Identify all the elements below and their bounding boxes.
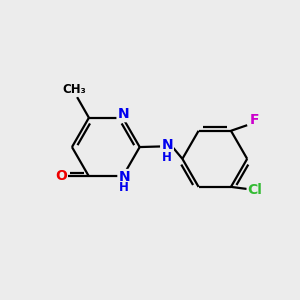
Text: O: O bbox=[55, 169, 67, 183]
Text: F: F bbox=[250, 113, 259, 128]
Text: H: H bbox=[162, 151, 172, 164]
Text: CH₃: CH₃ bbox=[62, 83, 86, 96]
Text: N: N bbox=[161, 138, 173, 152]
Text: N: N bbox=[118, 170, 130, 184]
Text: N: N bbox=[118, 107, 129, 121]
Text: Cl: Cl bbox=[248, 183, 262, 197]
Text: H: H bbox=[119, 181, 129, 194]
